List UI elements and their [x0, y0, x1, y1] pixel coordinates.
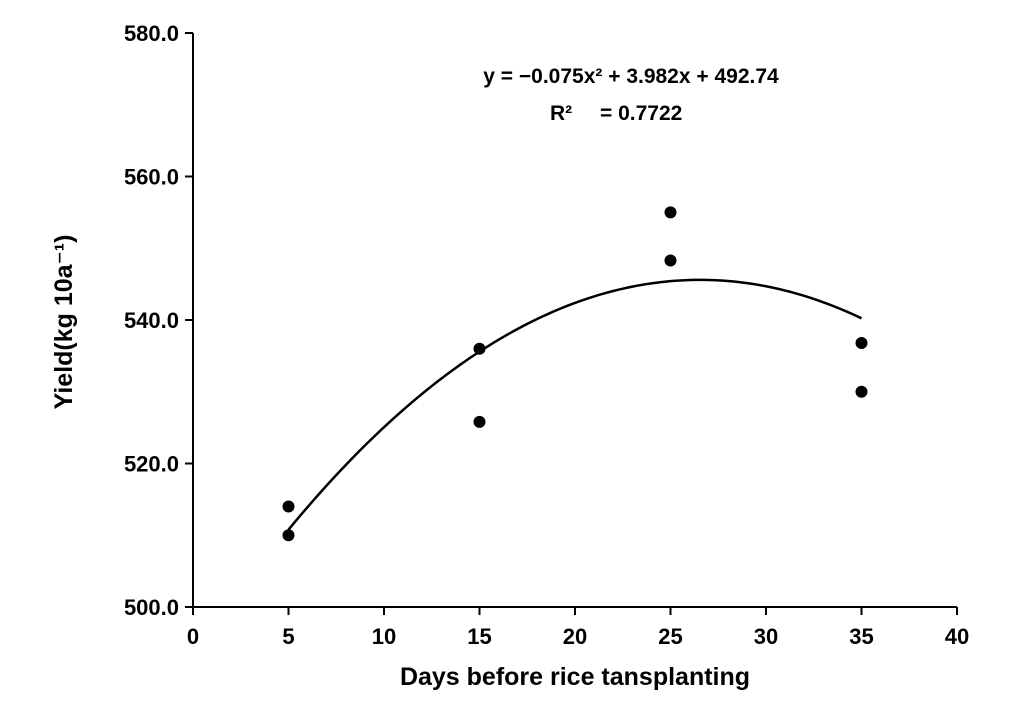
data-point — [282, 500, 295, 513]
trendline — [287, 278, 863, 531]
r-squared-value: = 0.7722 — [600, 102, 682, 125]
x-tick-label: 30 — [754, 624, 778, 649]
trendline-equation: y = −0.075x² + 3.982x + 492.74 — [483, 65, 779, 88]
data-point — [664, 254, 677, 267]
data-point — [855, 385, 868, 398]
x-tick-label: 20 — [563, 624, 587, 649]
y-ticks: 500.0 520.0 540.0 560.0 580.0 — [124, 21, 193, 620]
x-tick-label: 40 — [945, 624, 969, 649]
x-tick-label: 10 — [372, 624, 396, 649]
y-tick-label: 560.0 — [124, 165, 179, 190]
data-point — [473, 415, 486, 428]
data-points — [282, 206, 868, 542]
y-axis-title: Yield(kg 10a⁻¹) — [50, 235, 78, 410]
axes — [192, 33, 957, 608]
y-tick-label: 500.0 — [124, 595, 179, 620]
r-squared-label: R² — [550, 102, 572, 125]
x-axis-title: Days before rice tansplanting — [400, 663, 750, 691]
data-point — [282, 529, 295, 542]
data-point — [855, 336, 868, 349]
x-tick-label: 15 — [467, 624, 491, 649]
x-tick-label: 35 — [849, 624, 873, 649]
x-tick-label: 0 — [187, 624, 199, 649]
y-tick-label: 520.0 — [124, 452, 179, 477]
data-point — [473, 342, 486, 355]
x-tick-label: 5 — [282, 624, 294, 649]
data-point — [664, 206, 677, 219]
x-tick-label: 25 — [658, 624, 682, 649]
y-tick-label: 540.0 — [124, 308, 179, 333]
y-tick-label: 580.0 — [124, 21, 179, 46]
x-ticks: 0 5 10 15 20 25 30 35 40 — [187, 607, 969, 649]
